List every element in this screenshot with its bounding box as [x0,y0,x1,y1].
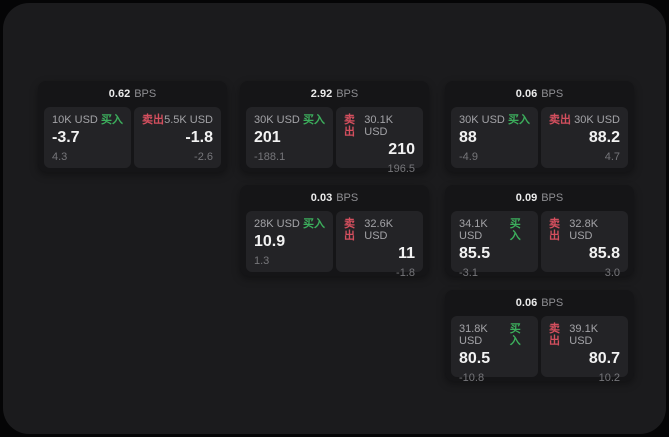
quote-card: 0.06 BPS 30K USD 买入 88 -4.9 卖出 30K USD 8… [445,81,634,172]
bps-header: 0.06 BPS [445,290,634,316]
bps-header: 0.03 BPS [240,185,429,211]
quote-card: 0.09 BPS 34.1K USD 买入 85.5 -3.1 卖出 32.8K… [445,185,634,279]
sell-sub-value: 4.7 [604,151,620,163]
sell-panel[interactable]: 卖出 32.8K USD 85.8 3.0 [541,211,628,279]
quote-panels: 34.1K USD 买入 85.5 -3.1 卖出 32.8K USD 85.8… [451,211,628,279]
bps-unit-label: BPS [336,88,359,100]
buy-sub-value: 1.3 [254,255,270,267]
bps-value: 0.03 [310,192,333,204]
bps-value: 0.09 [515,192,538,204]
buy-tag: 买入 [303,114,325,126]
sell-amount: 30.1K USD [364,114,394,138]
bps-header: 2.92 BPS [240,81,429,107]
sell-price: 80.7 [588,350,620,367]
bps-unit-label: BPS [541,297,564,309]
sell-tag: 卖出 [549,114,571,126]
quote-panels: 30K USD 买入 88 -4.9 卖出 30K USD 88.2 4.7 [451,107,628,168]
sell-tag: 卖出 [142,114,164,126]
sell-panel[interactable]: 卖出 5.5K USD -1.8 -2.6 [134,107,221,168]
sell-tag: 卖出 [549,323,560,347]
buy-sub-value: -4.9 [459,151,478,163]
quote-panels: 28K USD 买入 10.9 1.3 卖出 32.6K USD 11 -1.8 [246,211,423,279]
bps-value: 2.92 [310,88,333,100]
bps-value: 0.06 [515,297,538,309]
buy-panel[interactable]: 31.8K USD 买入 80.5 -10.8 [451,316,538,384]
buy-price: 10.9 [254,233,286,250]
bps-header: 0.06 BPS [445,81,634,107]
buy-amount: 31.8K USD [459,323,488,347]
buy-amount: 28K USD [254,218,300,230]
buy-tag: 买入 [509,323,521,347]
buy-price: 85.5 [459,245,491,262]
sell-sub-value: 3.0 [604,267,620,279]
bps-header: 0.62 BPS [38,81,227,107]
bps-value: 0.62 [108,88,131,100]
quote-panels: 31.8K USD 买入 80.5 -10.8 卖出 39.1K USD 80.… [451,316,628,384]
sell-tag: 卖出 [344,114,355,138]
buy-panel[interactable]: 34.1K USD 买入 85.5 -3.1 [451,211,538,279]
buy-price: 80.5 [459,350,491,367]
buy-amount: 34.1K USD [459,218,488,242]
buy-panel[interactable]: 28K USD 买入 10.9 1.3 [246,211,333,272]
buy-amount: 10K USD [52,114,98,126]
quote-card: 2.92 BPS 30K USD 买入 201 -188.1 卖出 30.1K … [240,81,429,175]
bps-unit-label: BPS [336,192,359,204]
buy-panel[interactable]: 10K USD 买入 -3.7 4.3 [44,107,131,168]
sell-price: 210 [388,141,415,158]
bps-unit-label: BPS [134,88,157,100]
bps-header: 0.09 BPS [445,185,634,211]
sell-tag: 卖出 [549,218,560,242]
sell-price: 85.8 [588,245,620,262]
buy-sub-value: 4.3 [52,151,68,163]
buy-sub-value: -3.1 [459,267,478,279]
buy-sub-value: -10.8 [459,372,485,384]
buy-amount: 30K USD [459,114,505,126]
sell-panel[interactable]: 卖出 30.1K USD 210 196.5 [336,107,423,175]
buy-tag: 买入 [508,114,530,126]
bps-unit-label: BPS [541,88,564,100]
sell-amount: 30K USD [574,114,620,126]
sell-sub-value: 10.2 [598,372,620,384]
buy-price: -3.7 [52,129,80,146]
sell-amount: 39.1K USD [569,323,599,347]
buy-price: 88 [459,129,477,146]
sell-panel[interactable]: 卖出 32.6K USD 11 -1.8 [336,211,423,279]
bps-value: 0.06 [515,88,538,100]
buy-tag: 买入 [303,218,325,230]
quote-card: 0.06 BPS 31.8K USD 买入 80.5 -10.8 卖出 39.1… [445,290,634,384]
bps-unit-label: BPS [541,192,564,204]
quote-panels: 10K USD 买入 -3.7 4.3 卖出 5.5K USD -1.8 -2.… [44,107,221,168]
sell-panel[interactable]: 卖出 30K USD 88.2 4.7 [541,107,628,168]
buy-price: 201 [254,129,281,146]
sell-tag: 卖出 [344,218,355,242]
sell-price: -1.8 [185,129,213,146]
sell-amount: 32.8K USD [569,218,599,242]
sell-sub-value: -1.8 [396,267,415,279]
buy-sub-value: -188.1 [254,151,286,163]
sell-sub-value: -2.6 [194,151,213,163]
quote-card: 0.62 BPS 10K USD 买入 -3.7 4.3 卖出 5.5K USD… [38,81,227,172]
buy-amount: 30K USD [254,114,300,126]
sell-panel[interactable]: 卖出 39.1K USD 80.7 10.2 [541,316,628,384]
buy-tag: 买入 [101,114,123,126]
trading-panel: 0.62 BPS 10K USD 买入 -3.7 4.3 卖出 5.5K USD… [3,3,666,434]
sell-price: 11 [398,245,415,262]
sell-price: 88.2 [588,129,620,146]
sell-sub-value: 196.5 [387,163,415,175]
buy-panel[interactable]: 30K USD 买入 88 -4.9 [451,107,538,168]
quote-panels: 30K USD 买入 201 -188.1 卖出 30.1K USD 210 1… [246,107,423,175]
buy-tag: 买入 [509,218,521,242]
sell-amount: 5.5K USD [164,114,213,126]
quote-card: 0.03 BPS 28K USD 买入 10.9 1.3 卖出 32.6K US… [240,185,429,279]
sell-amount: 32.6K USD [364,218,394,242]
buy-panel[interactable]: 30K USD 买入 201 -188.1 [246,107,333,168]
